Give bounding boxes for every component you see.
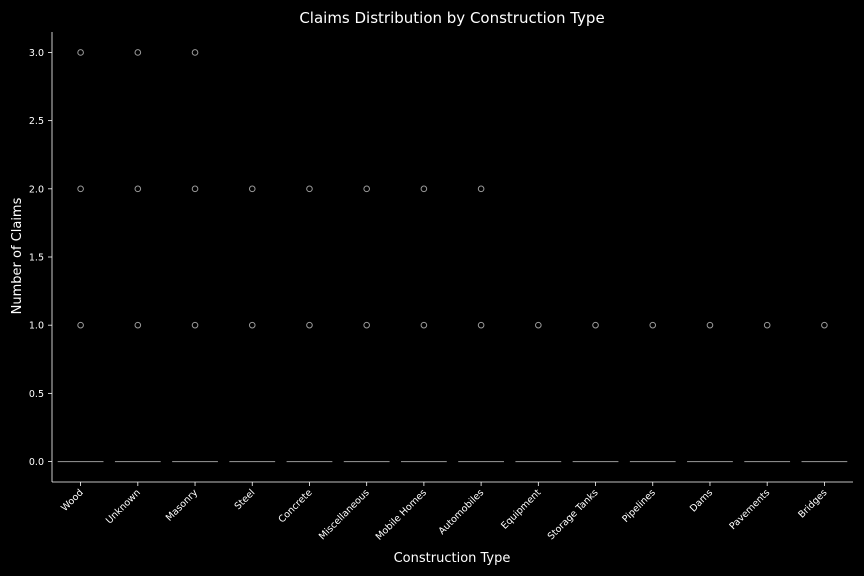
- x-tick-label: Storage Tanks: [546, 487, 601, 542]
- x-axis-ticks: Wood Unknown Masonry Steel Concrete Miscellan…: [59, 482, 830, 543]
- x-tick-label: Wood: [59, 487, 86, 514]
- outlier-point: [191, 321, 199, 329]
- x-tick-label: Unknown: [104, 487, 143, 526]
- outlier-point: [706, 321, 714, 329]
- x-tick-label: Bridges: [796, 487, 829, 520]
- x-tick-label: Equipment: [499, 487, 543, 531]
- outlier-point: [592, 321, 599, 329]
- outlier-point: [363, 321, 370, 329]
- outlier-point: [248, 185, 256, 193]
- outlier-point: [191, 185, 199, 193]
- outlier-point: [191, 49, 199, 56]
- outlier-point: [134, 185, 142, 193]
- outlier-point: [363, 185, 370, 193]
- x-tick-label: Pipelines: [620, 487, 658, 525]
- outlier-point: [134, 49, 142, 56]
- outlier-point: [248, 321, 256, 329]
- y-tick-label: 0.5: [29, 389, 44, 400]
- outlier-point: [477, 185, 485, 193]
- outlier-point: [77, 49, 84, 56]
- outlier-point: [420, 321, 428, 329]
- outlier-point: [306, 185, 313, 193]
- x-tick-label: Miscellaneous: [317, 487, 372, 542]
- x-tick-label: Masonry: [164, 487, 201, 524]
- y-tick-label: 1.5: [29, 253, 44, 264]
- outlier-point: [77, 185, 84, 193]
- outlier-point: [535, 321, 542, 329]
- outlier-points: [77, 49, 828, 329]
- outlier-point: [821, 321, 828, 329]
- x-tick-label: Pavements: [727, 487, 772, 532]
- x-tick-label: Mobile Homes: [374, 487, 429, 542]
- y-tick-label: 3.0: [29, 48, 44, 59]
- outlier-point: [763, 321, 771, 329]
- y-tick-label: 2.5: [29, 116, 44, 127]
- x-tick-label: Dams: [688, 487, 715, 514]
- chart-title: Claims Distribution by Construction Type: [299, 9, 604, 27]
- x-axis-label: Construction Type: [394, 551, 511, 566]
- y-tick-label: 0.0: [29, 457, 44, 468]
- y-axis-ticks: 0.0 0.5 1.0 1.5 2.0 2.5 3.0: [29, 48, 52, 468]
- outlier-point: [306, 321, 313, 329]
- outlier-point: [77, 321, 84, 329]
- x-tick-label: Steel: [233, 487, 258, 512]
- outlier-point: [477, 321, 485, 329]
- y-tick-label: 1.0: [29, 321, 44, 332]
- outlier-point: [420, 185, 428, 193]
- outlier-point: [134, 321, 142, 329]
- y-tick-label: 2.0: [29, 184, 44, 195]
- x-tick-label: Concrete: [277, 487, 315, 525]
- x-tick-label: Automobiles: [437, 487, 487, 537]
- outlier-point: [649, 321, 657, 329]
- y-axis-label: Number of Claims: [10, 197, 25, 314]
